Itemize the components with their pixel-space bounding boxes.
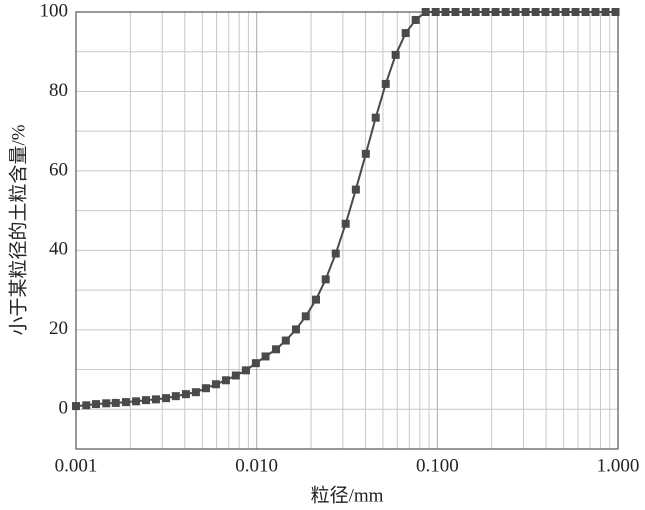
data-point bbox=[481, 8, 490, 16]
y-tick-label: 40 bbox=[49, 239, 68, 260]
data-point bbox=[132, 397, 141, 406]
data-point bbox=[461, 8, 470, 16]
data-point bbox=[231, 371, 240, 380]
data-point bbox=[431, 8, 440, 16]
data-point bbox=[72, 402, 80, 411]
data-point bbox=[391, 50, 400, 59]
data-point bbox=[511, 8, 520, 16]
data-point bbox=[361, 149, 370, 158]
x-tick-label: 1.000 bbox=[597, 455, 640, 476]
data-point bbox=[191, 388, 200, 397]
data-point bbox=[141, 396, 150, 405]
data-point bbox=[211, 380, 220, 389]
y-tick-label: 20 bbox=[49, 318, 68, 339]
data-point bbox=[91, 400, 100, 409]
y-tick-label: 80 bbox=[49, 80, 68, 101]
data-point bbox=[351, 185, 360, 194]
data-point bbox=[601, 8, 610, 16]
data-point bbox=[291, 325, 300, 334]
data-point bbox=[111, 398, 120, 407]
data-point bbox=[411, 15, 420, 24]
data-point bbox=[401, 29, 410, 38]
data-point bbox=[341, 219, 350, 228]
data-point bbox=[251, 359, 260, 368]
data-point bbox=[541, 8, 550, 16]
data-point bbox=[181, 390, 190, 399]
data-point bbox=[301, 312, 310, 321]
data-point bbox=[201, 384, 210, 393]
data-point bbox=[571, 8, 580, 16]
data-point bbox=[281, 336, 290, 345]
data-point bbox=[151, 395, 160, 404]
y-tick-label: 60 bbox=[49, 159, 68, 180]
data-point bbox=[121, 398, 130, 407]
data-point bbox=[521, 8, 530, 16]
data-point bbox=[551, 8, 560, 16]
data-point bbox=[581, 8, 590, 16]
y-tick-label: 0 bbox=[59, 398, 69, 419]
data-point bbox=[321, 275, 330, 284]
x-tick-label: 0.010 bbox=[235, 455, 278, 476]
data-point bbox=[381, 79, 390, 88]
x-axis-label: 粒径/mm bbox=[311, 484, 384, 506]
data-point bbox=[531, 8, 540, 16]
data-point bbox=[471, 8, 480, 16]
data-point bbox=[501, 8, 510, 16]
data-point bbox=[221, 376, 230, 385]
data-point bbox=[261, 352, 270, 361]
data-point bbox=[241, 366, 250, 375]
data-point bbox=[591, 8, 600, 16]
data-point bbox=[421, 8, 430, 16]
x-tick-label: 0.001 bbox=[55, 455, 98, 476]
y-tick-label: 100 bbox=[40, 0, 69, 21]
data-point bbox=[331, 249, 340, 258]
data-point bbox=[371, 113, 380, 122]
data-point bbox=[82, 401, 91, 410]
data-point bbox=[311, 295, 320, 304]
data-point bbox=[491, 8, 500, 16]
data-point bbox=[102, 399, 111, 408]
x-tick-label: 0.100 bbox=[416, 455, 459, 476]
data-point bbox=[162, 394, 171, 403]
y-axis-label: 小于某粒径的土粒含量/% bbox=[7, 124, 29, 335]
data-point bbox=[171, 392, 180, 401]
data-point bbox=[441, 8, 450, 16]
data-point bbox=[611, 8, 620, 16]
plot-frame bbox=[75, 11, 619, 450]
data-point bbox=[451, 8, 460, 16]
series-line bbox=[75, 11, 616, 408]
data-point bbox=[272, 345, 281, 354]
data-point bbox=[561, 8, 570, 16]
